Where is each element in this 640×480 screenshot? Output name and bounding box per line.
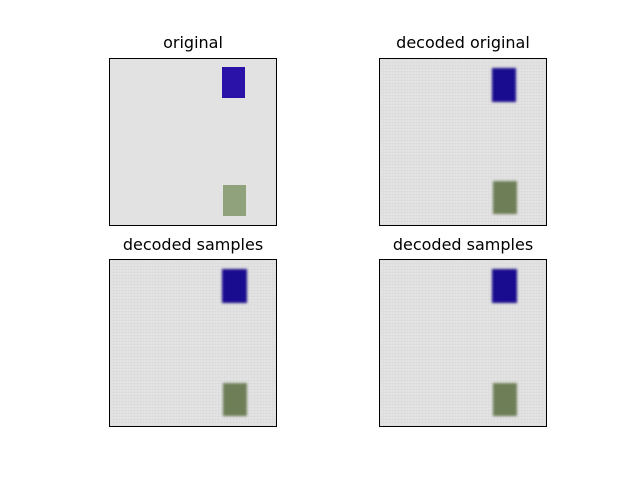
green-rectangle: [493, 383, 517, 416]
panel-title-original: original: [163, 33, 223, 52]
image-decoded-original: [379, 58, 547, 226]
blue-rectangle: [492, 68, 516, 102]
blue-rectangle: [492, 269, 517, 303]
image-decoded-samples-2: [379, 259, 547, 427]
panel-title-decoded-samples-2: decoded samples: [392, 235, 534, 254]
green-rectangle: [223, 185, 246, 216]
panel-title-decoded-original: decoded original: [396, 33, 530, 52]
image-original: [109, 58, 277, 226]
blue-rectangle: [222, 67, 245, 98]
image-decoded-samples-1: [109, 259, 277, 427]
green-rectangle: [223, 383, 247, 416]
green-rectangle: [493, 181, 517, 214]
blue-rectangle: [222, 269, 247, 303]
panel-title-decoded-samples-1: decoded samples: [122, 235, 264, 254]
